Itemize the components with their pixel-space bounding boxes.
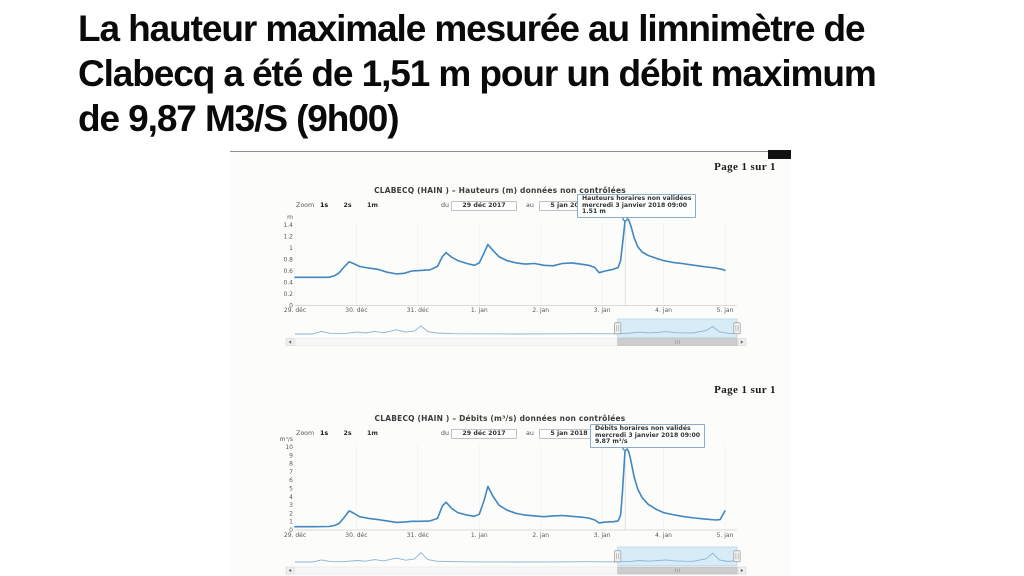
y-axis-tick-label: 0	[289, 303, 293, 310]
y-axis-tick-label: 1	[289, 245, 293, 252]
y-axis-tick-label: 3	[289, 502, 293, 509]
page-count-label: Page 1 sur 1	[714, 384, 776, 396]
caret-left-icon	[288, 568, 292, 573]
x-axis-tick-label: 30. déc	[345, 532, 367, 539]
y-axis-unit-label: m	[287, 214, 293, 221]
date-from-input[interactable]: 29 déc 2017	[451, 201, 517, 211]
title-line-1: La hauteur maximale mesurée au limnimètr…	[78, 8, 866, 49]
y-axis-tick-label: 1	[289, 519, 293, 526]
tooltip-line: 9.87 m³/s	[595, 438, 628, 445]
chart-title: CLABECQ (HAIN ) – Débits (m³/s) données …	[374, 414, 626, 423]
y-axis-tick-label: 0.8	[283, 257, 293, 264]
date-to-label: au	[526, 430, 534, 437]
tooltip-line: Hauteurs horaires non validées	[582, 195, 692, 202]
tooltip: Débits horaires non validés mercredi 3 ja…	[590, 424, 706, 448]
chart-canvas: m 0 0.2 0.4 0.6 0.8 1 1.2 1.4 29. déc 30. déc 31. d…	[283, 214, 747, 346]
x-axis-tick-label: 31. déc	[407, 307, 429, 314]
y-axis-tick-label: 6	[289, 477, 293, 484]
zoom-option-button[interactable]: 1s	[320, 202, 329, 209]
y-axis-tick-label: 1.4	[283, 222, 293, 229]
navigator-handle-left[interactable]	[614, 322, 622, 335]
x-axis-tick-label: 31. déc	[407, 532, 429, 539]
x-axis-tick-label: 1. jan	[471, 307, 488, 314]
y-axis-tick-label: 9	[289, 452, 293, 459]
navigator-handle-left[interactable]	[614, 550, 622, 563]
date-from-input[interactable]: 29 déc 2017	[451, 429, 517, 439]
navigator-series	[295, 325, 738, 335]
navigator-series	[295, 551, 738, 563]
chart-title: CLABECQ (HAIN ) – Hauteurs (m) données n…	[374, 186, 626, 195]
y-axis-tick-label: 5	[289, 486, 293, 493]
x-axis-tick-label: 4. jan	[655, 307, 672, 314]
navigator-selection[interactable]	[617, 546, 738, 566]
hauteurs-chart: Page 1 sur 1 CLABECQ (HAIN ) – Hauteurs (…	[230, 152, 791, 576]
x-axis-tick-label: 4. jan	[655, 532, 672, 539]
title-line-2: Clabecq a été de 1,51 m pour un débit ma…	[78, 53, 877, 95]
series-line	[294, 447, 726, 528]
y-axis-tick-label: 1.2	[283, 234, 293, 241]
scanner-artifact-mark	[768, 150, 791, 159]
y-axis-tick-label: 0	[289, 527, 293, 534]
x-axis-tick-label: 5. jan	[717, 532, 734, 539]
x-axis-tick-label: 2. jan	[532, 532, 549, 539]
navigator-handle-right[interactable]	[733, 550, 741, 563]
tooltip-line: Débits horaires non validés	[595, 425, 691, 432]
tooltip-line: mercredi 3 janvier 2018 09:00	[582, 201, 688, 209]
x-axis-tick-label: 30. déc	[345, 307, 367, 314]
x-axis-tick-label: 5. jan	[717, 307, 734, 314]
title-line-3: de 9,87 M3/S (9h00)	[78, 98, 400, 140]
y-axis-tick-label: 2	[289, 510, 293, 517]
zoom-option-button[interactable]: 1m	[367, 430, 378, 437]
y-axis-tick-label: 7	[289, 469, 293, 476]
y-axis-tick-label: 0.4	[283, 280, 293, 287]
tooltip-line: mercredi 3 janvier 2018 09:00	[595, 431, 701, 439]
tooltip: Hauteurs horaires non validées mercredi 3…	[577, 194, 697, 218]
x-axis-tick-label: 2. jan	[532, 307, 549, 314]
navigator-handle-right[interactable]	[733, 322, 741, 335]
zoom-option-button[interactable]: 2s	[343, 202, 352, 209]
x-axis-tick-label: 29. déc	[284, 307, 306, 314]
date-to-label: au	[526, 202, 534, 209]
zoom-option-button[interactable]: 1s	[320, 430, 329, 437]
caret-left-icon	[288, 340, 292, 344]
x-axis-tick-label: 3. jan	[594, 307, 611, 314]
date-from-label: du	[441, 430, 449, 437]
x-axis-tick-label: 3. jan	[594, 532, 611, 539]
y-axis-unit-label: m³/s	[280, 437, 293, 443]
series-line	[294, 217, 726, 279]
caret-right-icon	[740, 340, 744, 344]
slide-title: La hauteur maximale mesurée au limnimètr…	[78, 6, 877, 141]
date-from-label: du	[441, 202, 449, 209]
y-axis-tick-label: 0.6	[283, 268, 293, 275]
x-axis-tick-label: 29. déc	[284, 532, 306, 539]
chart-controls: Zoom 1s 2s 1m du 29 déc 2017 au 5 jan 2018	[230, 429, 791, 443]
tooltip-line: 1.51 m	[582, 208, 606, 215]
y-axis-tick-label: 10	[285, 444, 293, 451]
caret-right-icon	[740, 568, 744, 573]
page-count-label: Page 1 sur 1	[714, 161, 776, 173]
y-axis-tick-label: 8	[289, 461, 293, 468]
zoom-label: Zoom	[296, 430, 315, 437]
zoom-option-button[interactable]: 2s	[343, 430, 352, 437]
debits-chart: Page 1 sur 1 CLABECQ (HAIN ) – Débits (m³…	[230, 152, 791, 576]
chart-controls: Zoom 1s 2s 1m du 29 déc 2017 au 5 jan 2018	[230, 201, 791, 215]
zoom-label: Zoom	[296, 202, 315, 209]
y-axis-tick-label: 0.2	[283, 291, 293, 298]
zoom-option-button[interactable]: 1m	[367, 202, 378, 209]
x-axis-tick-label: 1. jan	[471, 532, 488, 539]
y-axis-tick-label: 4	[289, 494, 293, 501]
scanned-document: Page 1 sur 1 CLABECQ (HAIN ) – Hauteurs (…	[230, 150, 791, 576]
